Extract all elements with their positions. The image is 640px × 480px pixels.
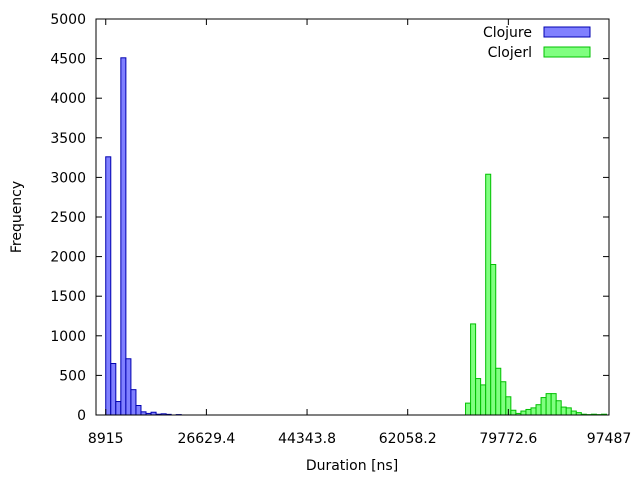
bar-clojerl-15: [540, 397, 547, 416]
x-tick-label: 97487: [587, 431, 632, 447]
y-tick-label: 4500: [50, 52, 86, 68]
x-tick-label: 44343.8: [278, 431, 336, 447]
y-tick-label: 2000: [50, 250, 86, 266]
x-tick-label: 62058.2: [379, 431, 437, 447]
bar-clojerl-0: [465, 402, 472, 416]
plot-frame: [95, 18, 610, 416]
y-tick-label: 2500: [50, 210, 86, 226]
y-tick-label: 1000: [50, 329, 86, 345]
legend: Clojure Clojerl: [483, 25, 591, 61]
bar-clojure-0: [105, 156, 112, 416]
bar-clojerl-11: [520, 410, 527, 416]
bar-clojerl-3: [480, 384, 487, 416]
bar-clojure-3: [120, 57, 127, 416]
bar-clojerl-7: [500, 381, 507, 416]
y-tick-label: 3500: [50, 131, 86, 147]
x-tick-label: 26629.4: [177, 431, 235, 447]
bar-clojerl-16: [545, 393, 552, 416]
x-tick-label: 8915: [88, 431, 124, 447]
bar-clojerl-20: [565, 407, 572, 416]
bar-clojerl-13: [530, 407, 537, 416]
bars-layer: [105, 57, 607, 416]
legend-swatch-clojure: [543, 26, 591, 38]
bar-clojerl-18: [555, 400, 562, 416]
y-tick-label: 5000: [50, 12, 86, 28]
bar-clojerl-5: [490, 264, 497, 416]
bar-clojure-4: [125, 358, 132, 416]
bar-clojerl-17: [550, 393, 557, 416]
bar-clojerl-6: [495, 367, 502, 416]
y-tick-label: 3000: [50, 170, 86, 186]
bar-clojure-1: [110, 363, 117, 416]
bar-clojerl-14: [535, 404, 542, 416]
bar-clojerl-1: [470, 323, 477, 416]
bar-clojure-2: [115, 401, 122, 416]
bar-clojerl-19: [560, 406, 567, 416]
x-axis: 8915 26629.4 44343.8 62058.2 79772.6 97487: [88, 19, 631, 447]
y-tick-label: 0: [77, 408, 86, 424]
x-axis-label: Duration [ns]: [306, 458, 398, 474]
y-tick-label: 4000: [50, 91, 86, 107]
bar-clojerl-2: [475, 378, 482, 416]
bar-clojerl-21: [570, 410, 577, 416]
bar-clojerl-12: [525, 408, 532, 416]
bar-clojerl-9: [510, 409, 517, 416]
legend-swatch-clojerl: [543, 46, 591, 58]
y-tick-label: 500: [59, 368, 86, 384]
y-tick-label: 1500: [50, 289, 86, 305]
legend-label-clojerl: Clojerl: [488, 45, 532, 61]
bar-clojure-5: [130, 389, 137, 416]
bar-clojure-6: [135, 405, 142, 416]
legend-label-clojure: Clojure: [483, 25, 532, 41]
bar-clojerl-4: [485, 173, 492, 416]
x-tick-label: 79772.6: [479, 431, 537, 447]
y-axis: 0 500 1000 1500 2000 2500 3000 3500 4000 4500 5000: [50, 12, 609, 424]
y-axis-label: Frequency: [9, 181, 25, 253]
